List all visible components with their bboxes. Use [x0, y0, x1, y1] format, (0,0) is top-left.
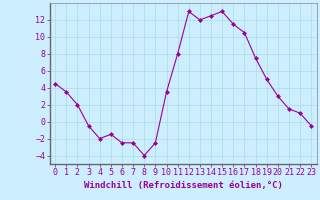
X-axis label: Windchill (Refroidissement éolien,°C): Windchill (Refroidissement éolien,°C)	[84, 181, 283, 190]
